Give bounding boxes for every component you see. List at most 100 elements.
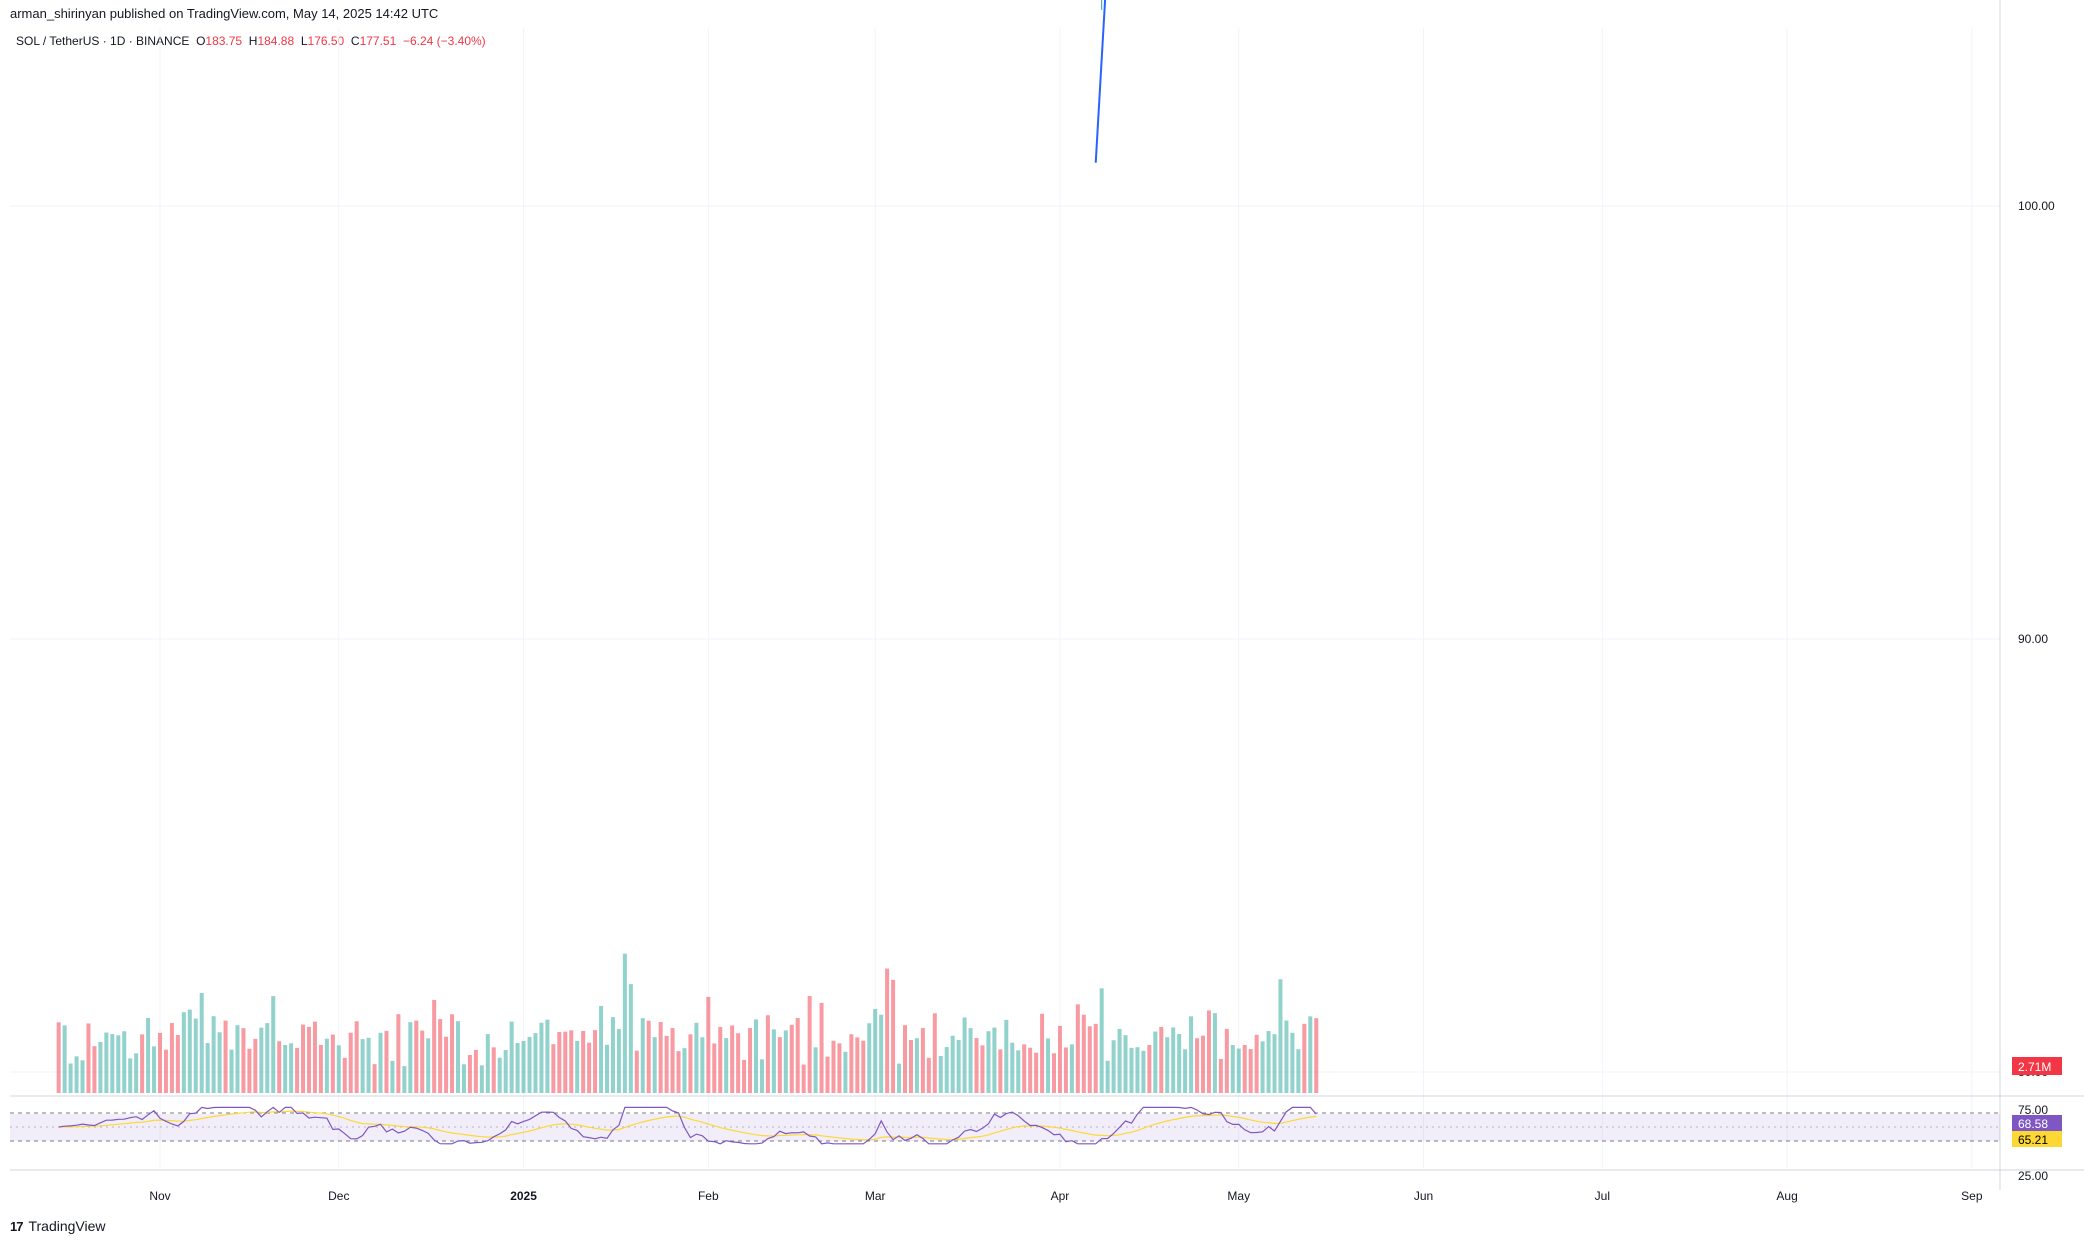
volume-bar [724, 1038, 729, 1093]
rsi-tick-upper: 75.00 [2018, 1103, 2048, 1117]
volume-bar [420, 1030, 425, 1093]
volume-bar [1129, 1047, 1134, 1093]
volume-bar [1081, 1014, 1086, 1093]
volume-bar [789, 1024, 794, 1093]
volume-bar [634, 1050, 639, 1093]
volume-bar [223, 1020, 228, 1093]
tradingview-logo[interactable]: 17 TradingView [10, 1218, 106, 1234]
publisher-line: arman_shirinyan published on TradingView… [10, 6, 439, 21]
trendline[interactable] [1094, 0, 1233, 163]
volume-bar [575, 1040, 580, 1093]
volume-bar [438, 1019, 443, 1093]
volume-bar [694, 1022, 699, 1093]
volume-bar [390, 1060, 395, 1093]
volume-bar [527, 1036, 532, 1093]
x-tick-label: Nov [149, 1189, 170, 1203]
open-value: 183.75 [205, 34, 243, 48]
volume-bar [754, 1019, 758, 1093]
volume-bar [658, 1021, 663, 1093]
volume-bar [169, 1023, 174, 1093]
volume-bar [187, 1009, 192, 1093]
volume-bar [175, 1035, 180, 1093]
volume-bar [1063, 1047, 1068, 1093]
volume-bar [557, 1031, 562, 1093]
time-axis[interactable]: Nov Dec 2025 Feb Mar Apr May Jun Jul Aug Sep [149, 1189, 1983, 1203]
volume-bar [1314, 1018, 1319, 1093]
volume-bar [998, 1049, 1003, 1093]
volume-bar [1224, 1028, 1229, 1093]
volume-bar [622, 953, 627, 1093]
tradingview-logo-icon: 17 [10, 1218, 24, 1234]
volume-bar [372, 1064, 377, 1093]
volume-bar [700, 1037, 705, 1093]
volume-tag: 2.71M [2018, 1060, 2051, 1074]
volume-bar [396, 1014, 401, 1093]
volume-bar [307, 1026, 311, 1093]
volume-bar [217, 1032, 222, 1093]
volume-bar [819, 1002, 824, 1093]
volume-bar [1189, 1016, 1194, 1093]
volume-bar [336, 1045, 341, 1093]
close-value: 177.51 [359, 34, 397, 48]
volume-bar [1016, 1050, 1021, 1093]
volume-bar [605, 1044, 609, 1093]
volume-bar [140, 1034, 145, 1093]
volume-bar [807, 996, 812, 1093]
high-value: 184.88 [257, 34, 295, 48]
volume-bar [1075, 1004, 1080, 1093]
volume-bar [950, 1035, 955, 1093]
volume-bar [759, 1059, 764, 1093]
volume-bar [1135, 1047, 1140, 1093]
volume-bar [122, 1031, 127, 1093]
volume-bar [1290, 1032, 1295, 1093]
volume-bar [134, 1053, 139, 1093]
volume-bar [98, 1041, 103, 1093]
volume-bar [414, 1020, 419, 1093]
volume-bar [849, 1034, 854, 1093]
volume-bar [992, 1027, 997, 1093]
volume-bar [956, 1039, 961, 1093]
volume-bar [545, 1019, 550, 1093]
x-tick-label: 2025 [510, 1189, 537, 1203]
volume-bar [616, 1029, 621, 1093]
symbol-name[interactable]: SOL / TetherUS · 1D · BINANCE [16, 34, 190, 48]
volume-bar [318, 1044, 323, 1093]
volume-bar [354, 1021, 359, 1093]
volume-bar [181, 1012, 186, 1093]
volume-bar [360, 1039, 365, 1093]
price-axis[interactable]: 320.00310.00300.00290.00280.00270.00260.… [2018, 0, 2055, 1079]
volume-bar [473, 1049, 478, 1093]
symbol-info: SOL / TetherUS · 1D · BINANCE O183.75 H1… [16, 34, 486, 48]
volume-bar [539, 1022, 544, 1093]
volume-bar [74, 1056, 79, 1093]
volume-bar [1040, 1013, 1045, 1093]
open-label: O [196, 34, 206, 48]
volume-bar [1159, 1026, 1164, 1093]
rsi-tick-lower: 25.00 [2018, 1169, 2048, 1183]
volume-bar [247, 1048, 252, 1093]
change-value: −6.24 (−3.40%) [402, 34, 486, 48]
volume-bar [706, 996, 711, 1093]
volume-bar [1254, 1034, 1259, 1093]
volume-bar [682, 1048, 687, 1093]
volume-bar [503, 1050, 508, 1093]
volume-bar [163, 1049, 168, 1093]
volume-bar [56, 1022, 61, 1093]
volume-bar [1046, 1038, 1051, 1093]
volume-bar [1069, 1044, 1074, 1093]
volume-bar [1177, 1034, 1182, 1093]
close-label: C [350, 34, 360, 48]
volume-bar [312, 1021, 317, 1093]
volume-bar [968, 1028, 973, 1093]
volume-bar [378, 1032, 383, 1093]
volume-bar [199, 993, 204, 1093]
volume-bar [1087, 1026, 1092, 1093]
volume-bar [873, 1008, 878, 1093]
volume-bar [116, 1035, 121, 1093]
volume-bar [158, 1032, 162, 1093]
volume-bar [1099, 988, 1104, 1093]
volume-bar [235, 1025, 240, 1093]
volume-bar [80, 1060, 85, 1093]
volume-bar [1183, 1049, 1188, 1093]
